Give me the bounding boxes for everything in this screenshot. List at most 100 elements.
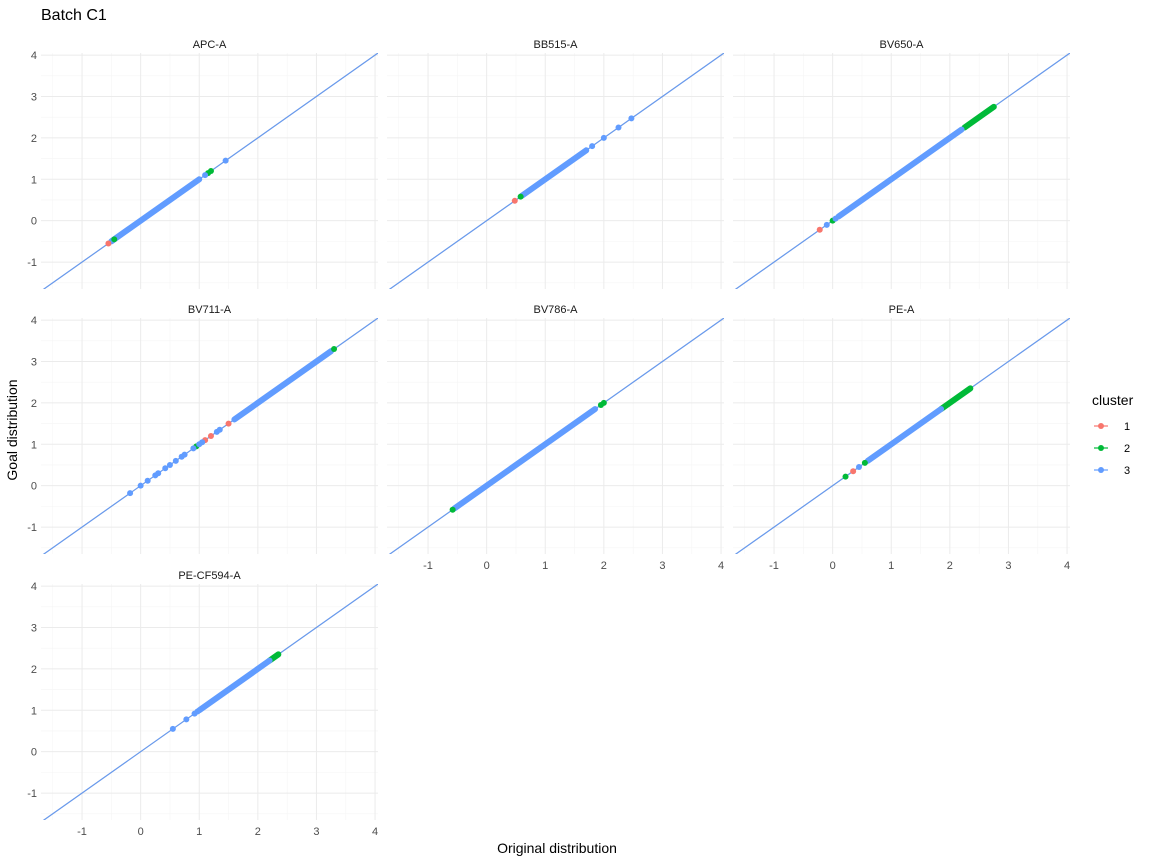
facet-panel: PE-A -1 0 1 2 3 4: [733, 304, 1070, 572]
x-tick-label: -1: [769, 560, 779, 572]
y-tick-label: 1: [31, 174, 37, 186]
x-tick-label: 1: [542, 560, 548, 572]
legend-item: 3: [1094, 465, 1130, 477]
data-point: [628, 115, 635, 122]
data-point: [207, 433, 214, 439]
y-tick-label: 4: [31, 315, 37, 327]
facet-strip-label: BV711-A: [188, 304, 232, 316]
legend-label: 3: [1124, 465, 1130, 477]
data-layer: [42, 318, 378, 554]
facet-panel: PE-CF594-A -1 0 1 2 3 4 -1 0 1 2 3 4: [27, 570, 378, 838]
y-tick-label: 2: [31, 664, 37, 676]
facet-strip-label: BV650-A: [879, 39, 924, 51]
facet-panel: BB515-A: [387, 39, 724, 289]
data-point: [183, 716, 190, 723]
point-cluster-band: [518, 147, 590, 199]
data-point: [194, 708, 201, 715]
facet-panel: BV650-A: [733, 39, 1070, 289]
data-point: [105, 240, 112, 247]
y-tick-label: -1: [27, 522, 37, 534]
data-point: [511, 197, 518, 204]
point-cluster-band: [938, 385, 974, 413]
facet-strip-label: APC-A: [193, 39, 227, 51]
data-point: [199, 439, 206, 446]
x-tick-label: 3: [313, 826, 319, 838]
data-point: [202, 172, 209, 179]
data-point: [207, 168, 214, 174]
x-tick-label: 3: [1005, 560, 1011, 572]
legend-item: 1: [1094, 421, 1130, 433]
point-cluster-band: [196, 657, 273, 714]
data-point: [615, 124, 622, 131]
y-tick-label: 3: [31, 622, 37, 634]
point-cluster-band: [108, 176, 203, 245]
data-point: [823, 221, 830, 228]
data-point: [155, 470, 162, 477]
x-tick-label: 3: [659, 560, 665, 572]
x-tick-label: 1: [196, 826, 202, 838]
legend-title: cluster: [1092, 392, 1134, 408]
x-tick-label: 4: [718, 560, 724, 572]
point-cluster-band: [961, 103, 997, 131]
x-tick-label: -1: [77, 826, 87, 838]
grid: [41, 584, 378, 820]
x-axis-title: Original distribution: [497, 840, 617, 856]
y-tick-label: 3: [31, 356, 37, 368]
y-tick-label: 3: [31, 91, 37, 103]
x-tick-label: 0: [484, 560, 490, 572]
data-point: [850, 468, 857, 475]
x-tick-label: 2: [947, 560, 953, 572]
data-point: [137, 482, 144, 489]
data-point: [517, 193, 524, 200]
fit-line: [42, 53, 378, 289]
facet-strip-label: PE-A: [889, 304, 915, 316]
x-tick-label: 0: [138, 826, 144, 838]
x-tick-label: -1: [423, 560, 433, 572]
data-point: [600, 399, 607, 406]
facet-panel: BV711-A -1 0 1 2 3 4: [27, 304, 378, 554]
grid: [733, 53, 1070, 289]
y-tick-label: 0: [31, 747, 37, 759]
y-tick-label: -1: [27, 257, 37, 269]
legend-label: 2: [1124, 443, 1130, 455]
data-point: [816, 226, 823, 233]
y-tick-label: 0: [31, 216, 37, 228]
point-cluster-band: [835, 126, 965, 220]
reference-line: [43, 584, 378, 820]
y-tick-label: 2: [31, 133, 37, 145]
data-point: [172, 457, 179, 464]
x-tick-label: 1: [888, 560, 894, 572]
grid: [733, 318, 1070, 554]
data-layer: [388, 318, 724, 554]
y-tick-label: 1: [31, 439, 37, 451]
y-tick-label: 4: [31, 50, 37, 62]
data-point: [832, 215, 839, 222]
data-layer: [42, 584, 378, 820]
data-layer: [734, 318, 1070, 554]
grid: [41, 53, 378, 289]
y-tick-label: 0: [31, 481, 37, 493]
legend-key-point: [1098, 467, 1104, 473]
chart-title: Batch C1: [41, 7, 107, 24]
x-tick-label: 2: [255, 826, 261, 838]
data-point: [225, 420, 232, 427]
grid: [387, 318, 724, 554]
fit-line: [42, 584, 378, 820]
reference-line: [43, 53, 378, 289]
data-point: [169, 725, 176, 732]
facet-strip-label: BV786-A: [533, 304, 578, 316]
data-point: [449, 506, 456, 513]
grid: [387, 53, 724, 289]
data-point: [856, 464, 863, 471]
data-point: [127, 490, 134, 497]
data-point: [331, 346, 338, 353]
legend-key-point: [1098, 445, 1104, 451]
x-tick-label: 0: [830, 560, 836, 572]
data-point: [861, 459, 868, 466]
legend-item: 2: [1094, 443, 1130, 455]
data-point: [589, 143, 596, 150]
legend-key-point: [1098, 423, 1104, 429]
facet-strip-label: PE-CF594-A: [178, 570, 241, 582]
data-point: [600, 134, 607, 141]
